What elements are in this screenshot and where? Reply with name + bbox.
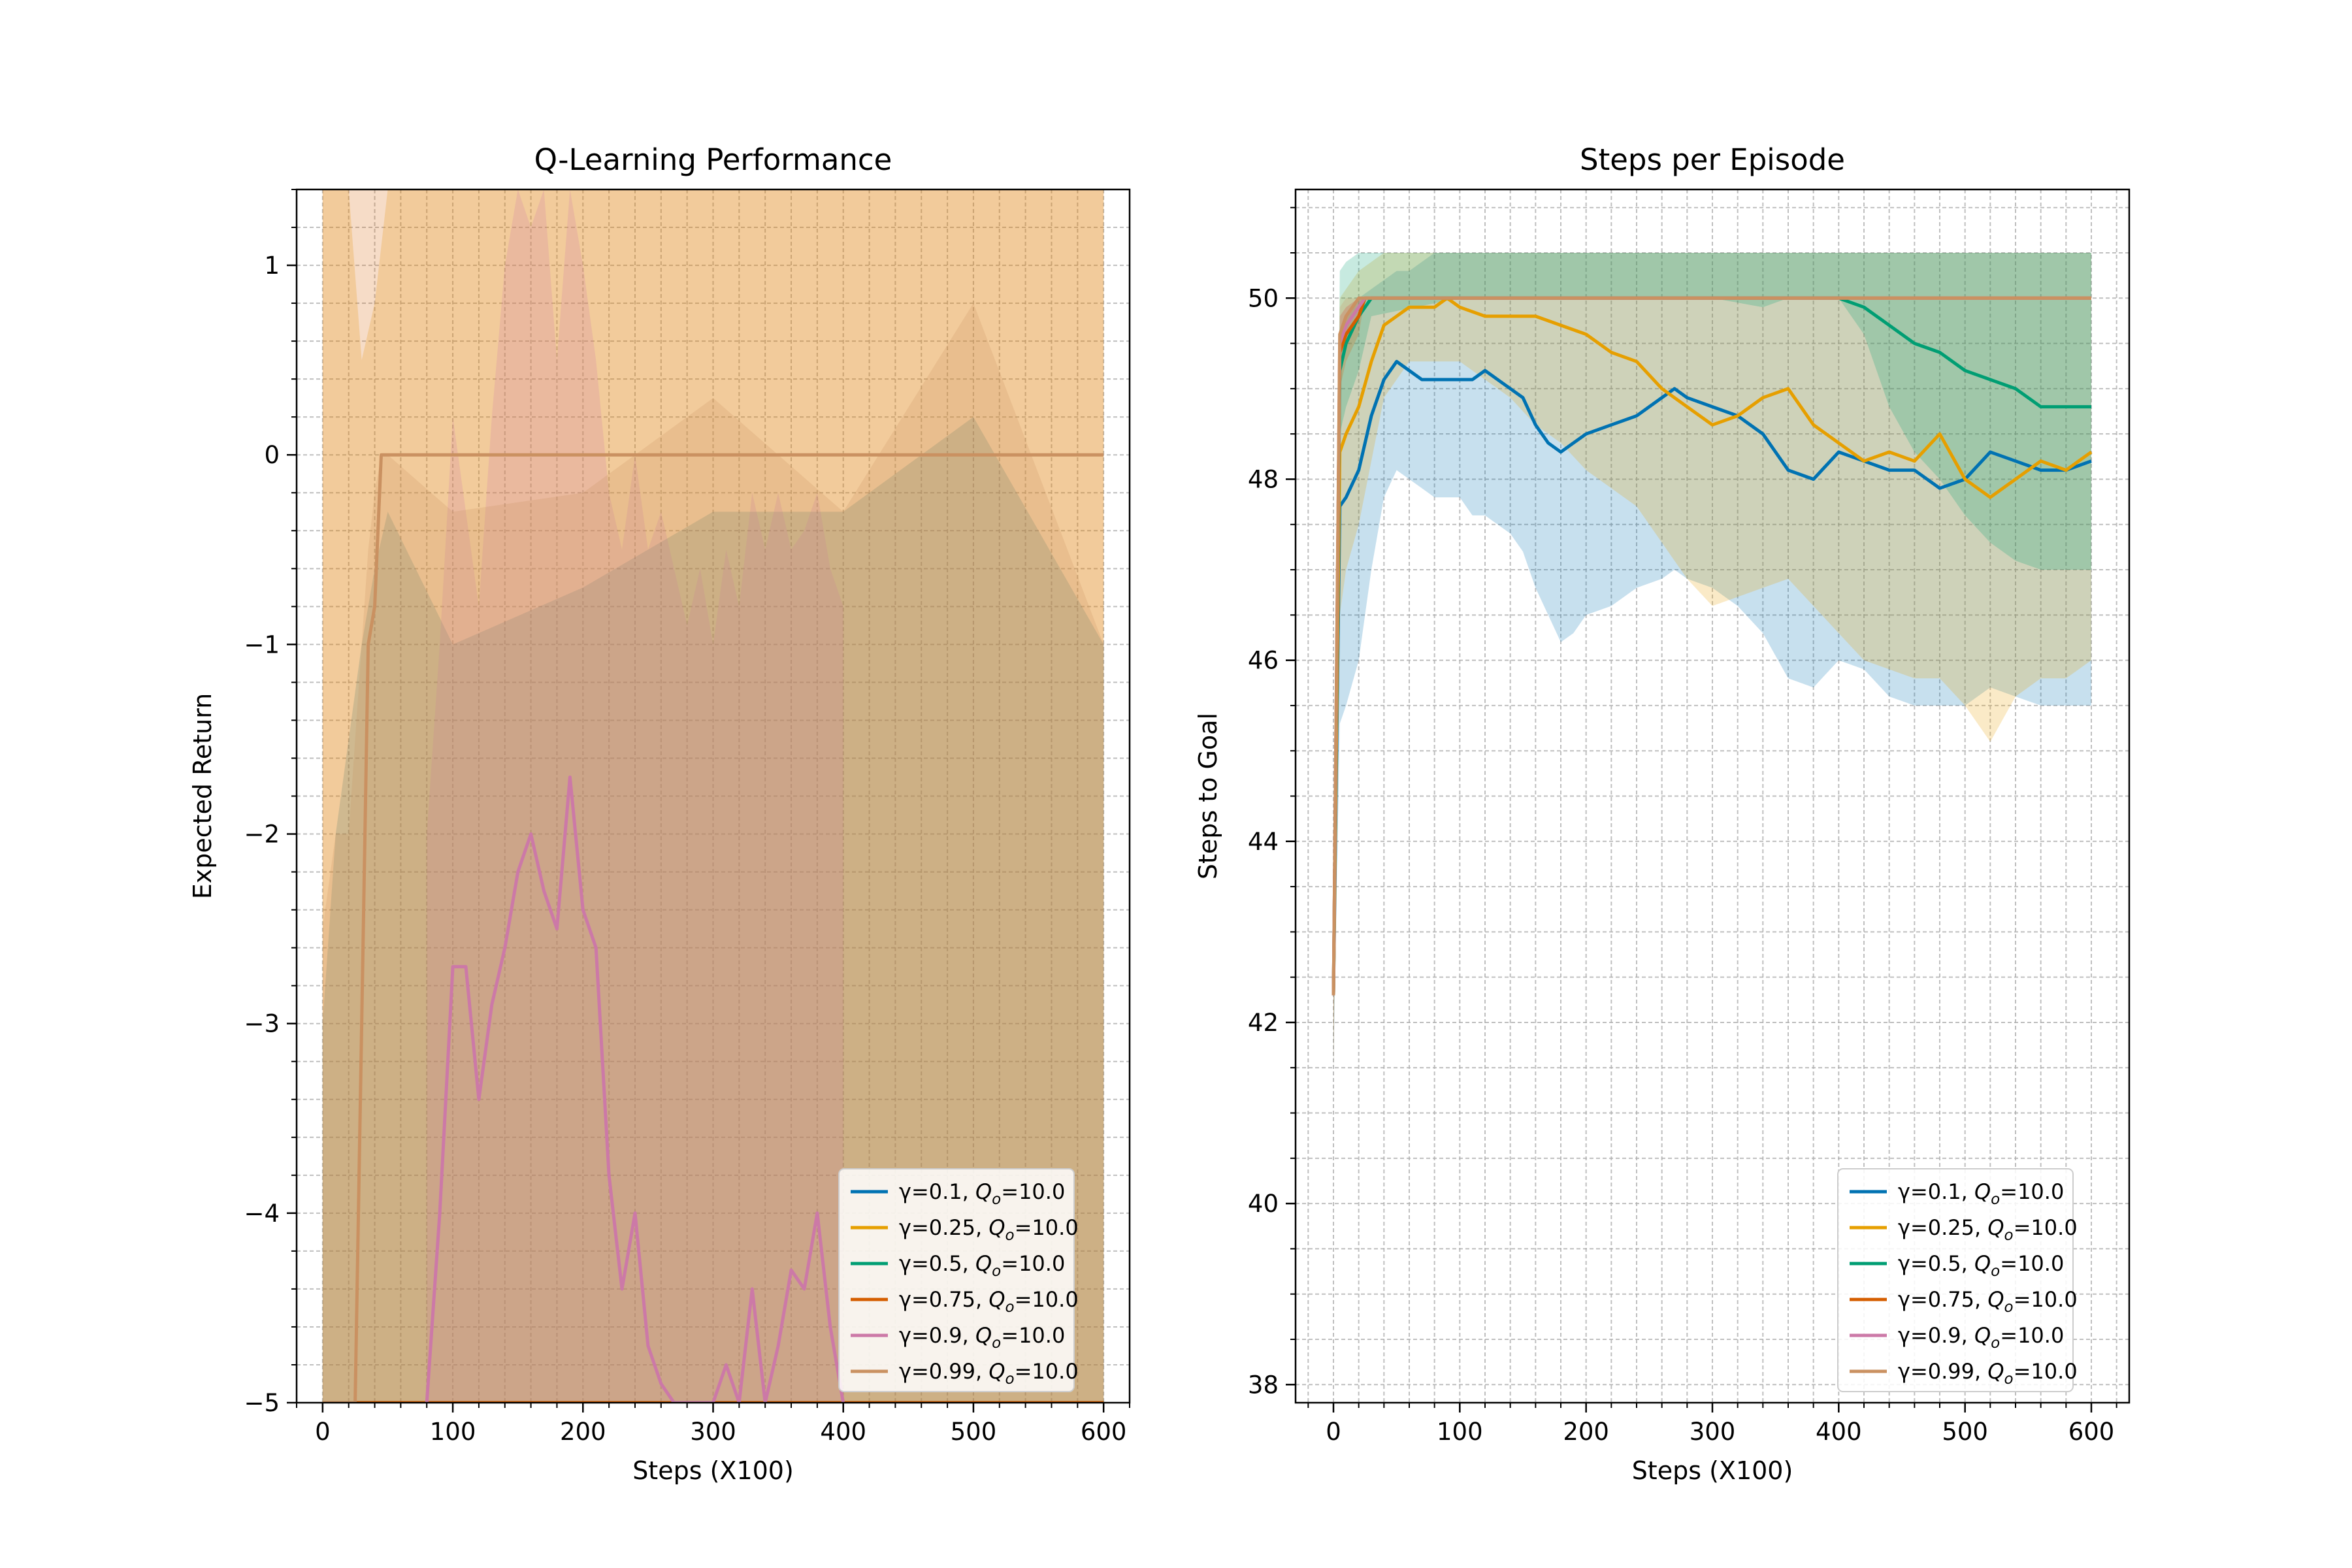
y-tick-label: 0	[264, 441, 280, 469]
band-series-1	[322, 189, 1104, 1403]
legend-box	[1837, 1168, 2074, 1392]
band-series-0	[322, 417, 1104, 1403]
legend-entry-label: γ=0.25, Qo=10.0	[1898, 1215, 2078, 1244]
plot-area	[322, 189, 1104, 1403]
x-tick-label: 400	[1816, 1418, 1862, 1446]
x-tick-label: 500	[951, 1418, 997, 1446]
chart-title: Steps per Episode	[1580, 142, 1845, 177]
y-axis-label: Steps to Goal	[1194, 713, 1222, 879]
right-panel-steps-per-episode: 0 100 200 300 400 500 600 50 48 46 44 42 40 38 Steps p…	[1194, 142, 2131, 1485]
x-tick-label: 500	[1942, 1418, 1988, 1446]
y-tick-label: −3	[244, 1010, 280, 1038]
x-tick-label: 600	[2068, 1418, 2115, 1446]
y-tick-label: −2	[244, 821, 280, 849]
legend-entry-label: γ=0.5, Qo=10.0	[899, 1251, 1065, 1280]
y-tick-label: 50	[1248, 284, 1279, 312]
legend-entry-label: γ=0.99, Qo=10.0	[899, 1359, 1079, 1388]
y-tick-label: 40	[1248, 1190, 1279, 1218]
y-tick-label: 42	[1248, 1009, 1279, 1037]
x-tick-label: 100	[1437, 1418, 1483, 1446]
line-series-4	[425, 776, 845, 1403]
y-tick-label: 48	[1248, 465, 1279, 493]
legend-entry-label: γ=0.75, Qo=10.0	[1898, 1287, 2078, 1316]
band-series-5	[322, 303, 1104, 1403]
legend-entry-label: γ=0.25, Qo=10.0	[899, 1215, 1079, 1244]
legend-entry-label: γ=0.9, Qo=10.0	[899, 1323, 1065, 1352]
band-series-4	[427, 189, 843, 1403]
y-axis-label: Expected Return	[188, 693, 217, 899]
y-tick-label: 44	[1248, 828, 1279, 856]
x-axis-label: Steps (X100)	[632, 1456, 794, 1485]
line-series-1	[1331, 296, 2093, 996]
line-series-5	[322, 453, 1104, 1403]
legend-entry-label: γ=0.1, Qo=10.0	[1898, 1179, 2064, 1208]
legend-entry-label: γ=0.9, Qo=10.0	[1898, 1323, 2064, 1352]
x-tick-label: 300	[1690, 1418, 1736, 1446]
left-panel-q-learning-performance: 0 100 200 300 400 500 600 1 0 −1 −2 −3 −4 −5 Q-Learnin…	[188, 142, 1131, 1485]
y-tick-label: 46	[1248, 647, 1279, 675]
x-tick-label: 300	[690, 1418, 736, 1446]
x-tick-label: 0	[1326, 1418, 1341, 1446]
y-tick-label: −5	[244, 1389, 280, 1417]
x-tick-label: 0	[315, 1418, 331, 1446]
plot-area	[1331, 253, 2093, 1068]
legend-entry-label: γ=0.75, Qo=10.0	[899, 1287, 1079, 1316]
y-tick-label: 38	[1248, 1371, 1279, 1399]
legend-entry-label: γ=0.99, Qo=10.0	[1898, 1359, 2078, 1388]
line-series-5	[1331, 296, 2091, 996]
x-tick-label: 200	[560, 1418, 606, 1446]
legend-entry-label: γ=0.1, Qo=10.0	[899, 1179, 1065, 1208]
band-series-3	[322, 189, 1104, 1403]
line-series-0	[1331, 359, 2092, 996]
band-series-2	[1333, 253, 2091, 1068]
x-tick-label: 600	[1081, 1418, 1127, 1446]
x-axis-label: Steps (X100)	[1632, 1456, 1793, 1485]
y-tick-label: −4	[244, 1200, 280, 1228]
chart-title: Q-Learning Performance	[534, 142, 892, 177]
y-tick-label: −1	[244, 630, 280, 659]
legend: γ=0.1, Qo=10.0 γ=0.25, Qo=10.0 γ=0.5, Qo=1…	[838, 1168, 1079, 1392]
x-tick-label: 100	[430, 1418, 476, 1446]
legend-entry-label: γ=0.5, Qo=10.0	[1898, 1251, 2064, 1280]
legend: γ=0.1, Qo=10.0 γ=0.25, Qo=10.0 γ=0.5, Qo=1…	[1837, 1168, 2078, 1392]
y-tick-label: 1	[264, 252, 280, 280]
x-tick-label: 400	[820, 1418, 866, 1446]
x-tick-label: 200	[1563, 1418, 1609, 1446]
legend-box	[838, 1168, 1075, 1392]
